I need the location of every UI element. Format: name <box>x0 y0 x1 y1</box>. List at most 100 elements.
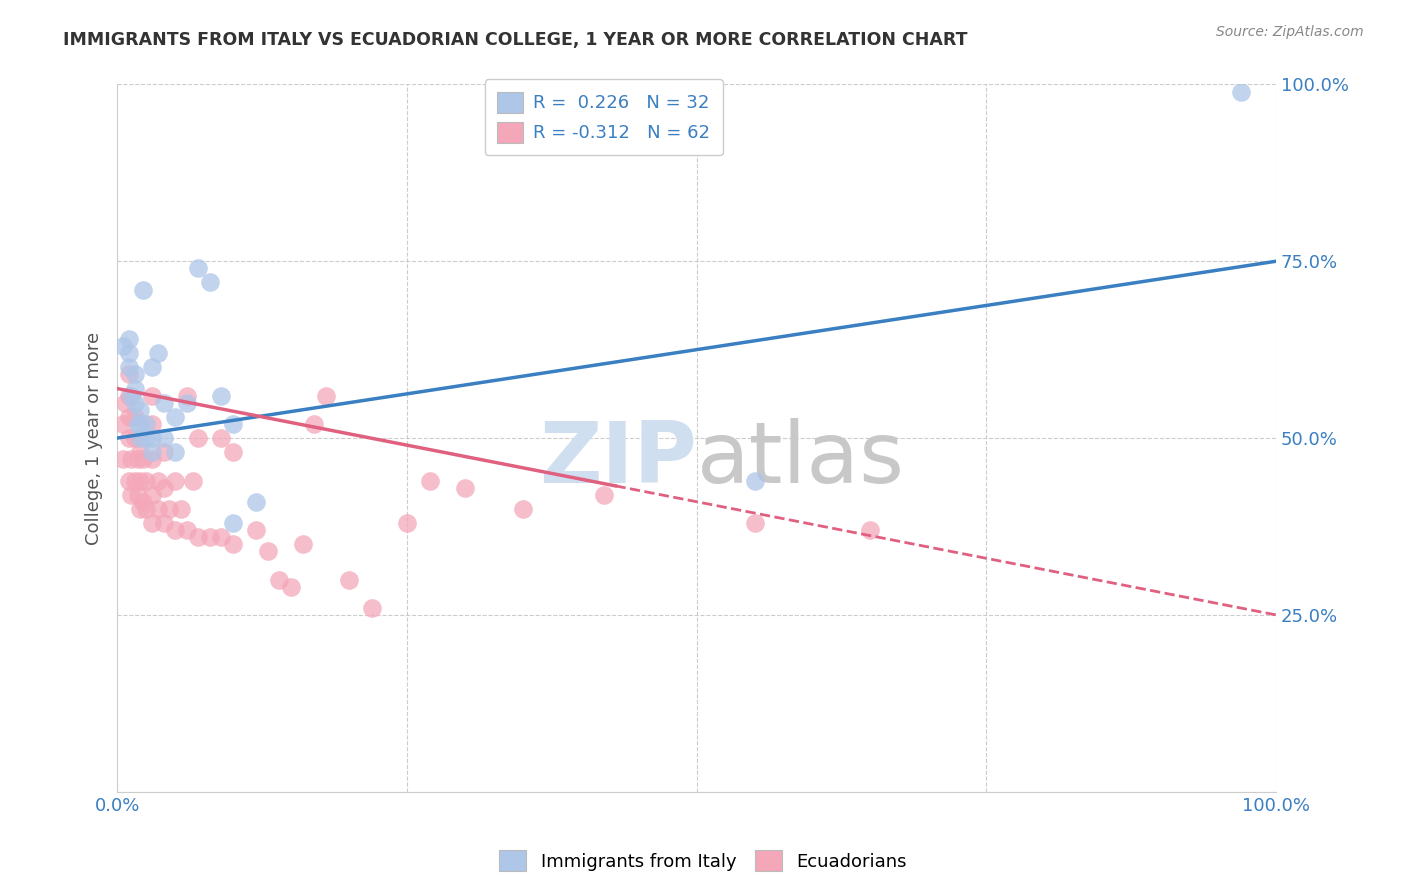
Point <box>141 360 163 375</box>
Point <box>141 452 163 467</box>
Point <box>146 346 169 360</box>
Point <box>118 346 141 360</box>
Point <box>181 474 204 488</box>
Point <box>124 431 146 445</box>
Point <box>269 573 291 587</box>
Point <box>141 389 163 403</box>
Point <box>146 501 169 516</box>
Point <box>152 516 174 530</box>
Point <box>187 530 209 544</box>
Point <box>141 417 163 431</box>
Point <box>315 389 337 403</box>
Point <box>129 402 152 417</box>
Point <box>361 600 384 615</box>
Point <box>152 481 174 495</box>
Point <box>152 445 174 459</box>
Y-axis label: College, 1 year or more: College, 1 year or more <box>86 332 103 545</box>
Point <box>141 516 163 530</box>
Point <box>118 389 141 403</box>
Point <box>176 395 198 409</box>
Point <box>111 452 134 467</box>
Point <box>141 445 163 459</box>
Point <box>146 474 169 488</box>
Point <box>454 481 477 495</box>
Point <box>211 431 233 445</box>
Point <box>222 516 245 530</box>
Point <box>222 537 245 551</box>
Point <box>211 389 233 403</box>
Legend: R =  0.226   N = 32, R = -0.312   N = 62: R = 0.226 N = 32, R = -0.312 N = 62 <box>485 79 723 155</box>
Point <box>120 389 142 403</box>
Point <box>111 417 134 431</box>
Point <box>135 474 157 488</box>
Point <box>120 452 142 467</box>
Point <box>198 530 221 544</box>
Point <box>135 431 157 445</box>
Point <box>141 431 163 445</box>
Point <box>135 501 157 516</box>
Point <box>395 516 418 530</box>
Point <box>131 283 153 297</box>
Point <box>859 523 882 537</box>
Legend: Immigrants from Italy, Ecuadorians: Immigrants from Italy, Ecuadorians <box>492 843 914 879</box>
Point <box>1230 85 1253 99</box>
Point <box>419 474 441 488</box>
Point <box>592 488 614 502</box>
Point <box>118 360 141 375</box>
Point <box>129 431 152 445</box>
Point <box>129 417 152 431</box>
Point <box>129 474 152 488</box>
Point <box>165 523 187 537</box>
Point <box>152 431 174 445</box>
Point <box>211 530 233 544</box>
Point <box>157 501 180 516</box>
Point <box>127 452 149 467</box>
Point <box>291 537 314 551</box>
Point <box>176 389 198 403</box>
Point <box>131 494 153 508</box>
Point <box>222 417 245 431</box>
Point <box>118 368 141 382</box>
Point <box>118 409 141 424</box>
Point <box>131 452 153 467</box>
Point <box>124 382 146 396</box>
Point <box>124 368 146 382</box>
Point <box>127 488 149 502</box>
Point <box>187 431 209 445</box>
Text: Source: ZipAtlas.com: Source: ZipAtlas.com <box>1216 25 1364 39</box>
Point <box>141 488 163 502</box>
Point <box>744 474 766 488</box>
Point <box>245 494 267 508</box>
Point <box>280 580 302 594</box>
Point <box>118 474 141 488</box>
Point <box>337 573 360 587</box>
Point <box>127 417 149 431</box>
Point <box>135 417 157 431</box>
Point <box>165 445 187 459</box>
Point <box>114 395 136 409</box>
Point <box>124 409 146 424</box>
Point <box>129 501 152 516</box>
Point <box>165 409 187 424</box>
Text: IMMIGRANTS FROM ITALY VS ECUADORIAN COLLEGE, 1 YEAR OR MORE CORRELATION CHART: IMMIGRANTS FROM ITALY VS ECUADORIAN COLL… <box>63 31 967 49</box>
Point <box>111 339 134 353</box>
Point <box>165 474 187 488</box>
Point <box>512 501 534 516</box>
Point <box>256 544 278 558</box>
Point <box>118 431 141 445</box>
Point <box>129 445 152 459</box>
Point <box>222 445 245 459</box>
Point <box>744 516 766 530</box>
Point <box>120 488 142 502</box>
Point <box>176 523 198 537</box>
Text: ZIP: ZIP <box>538 417 696 500</box>
Point <box>152 395 174 409</box>
Point <box>118 332 141 346</box>
Point <box>170 501 193 516</box>
Point <box>124 474 146 488</box>
Point <box>245 523 267 537</box>
Text: atlas: atlas <box>696 417 904 500</box>
Point <box>124 395 146 409</box>
Point <box>198 276 221 290</box>
Point <box>187 261 209 276</box>
